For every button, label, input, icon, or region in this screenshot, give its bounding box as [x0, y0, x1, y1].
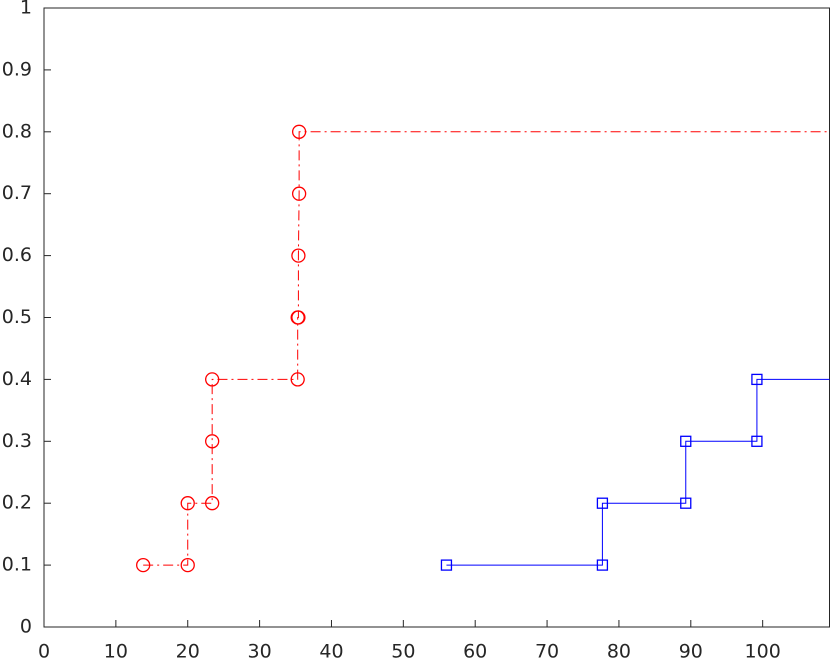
y-tick-label: 1 [20, 0, 32, 19]
plot-box [43, 7, 830, 628]
marker [205, 496, 220, 511]
y-tick-label: 0.5 [2, 306, 32, 328]
marker [180, 496, 195, 511]
y-tick-label: 0 [20, 616, 32, 638]
marker [291, 310, 306, 325]
x-tick-label: 50 [391, 641, 415, 663]
y-tick-label: 0.6 [2, 244, 32, 266]
marker [440, 559, 453, 571]
marker [205, 434, 220, 449]
marker [680, 497, 692, 509]
marker [205, 372, 220, 387]
marker [180, 557, 195, 573]
x-tick-label: 20 [176, 641, 200, 663]
y-tick-label: 0.3 [2, 430, 32, 452]
marker [136, 557, 151, 573]
y-tick-label: 0.9 [2, 58, 32, 80]
stair-line [143, 131, 830, 566]
stair-line [446, 378, 830, 566]
marker [596, 559, 609, 571]
marker [680, 435, 692, 447]
marker [596, 497, 609, 509]
marker [291, 186, 307, 201]
x-tick-label: 40 [319, 641, 343, 663]
x-tick-label: 70 [535, 641, 559, 663]
x-tick-label: 10 [104, 641, 128, 663]
x-tick-label: 90 [679, 641, 703, 663]
y-tick-label: 0.4 [2, 368, 32, 390]
x-tick-label: 30 [248, 641, 272, 663]
x-tick-label: 60 [463, 641, 487, 663]
y-tick-label: 0.8 [2, 120, 32, 142]
x-tick-label: 100 [745, 641, 781, 663]
marker [290, 372, 305, 387]
y-tick-label: 0.1 [2, 554, 32, 576]
x-tick-label: 80 [607, 641, 631, 663]
marker [751, 373, 763, 386]
marker [291, 248, 306, 263]
marker [751, 435, 763, 447]
marker [291, 124, 307, 139]
y-tick-label: 0.7 [2, 182, 32, 204]
y-tick-label: 0.2 [2, 492, 32, 514]
x-tick-label: 0 [38, 641, 50, 663]
